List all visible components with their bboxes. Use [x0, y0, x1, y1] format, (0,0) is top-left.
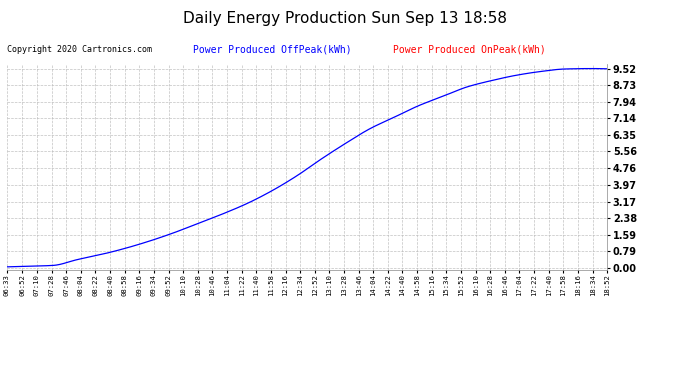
Text: Copyright 2020 Cartronics.com: Copyright 2020 Cartronics.com	[7, 45, 152, 54]
Text: Power Produced OnPeak(kWh): Power Produced OnPeak(kWh)	[393, 45, 546, 55]
Text: Power Produced OffPeak(kWh): Power Produced OffPeak(kWh)	[193, 45, 352, 55]
Text: Daily Energy Production Sun Sep 13 18:58: Daily Energy Production Sun Sep 13 18:58	[183, 11, 507, 26]
